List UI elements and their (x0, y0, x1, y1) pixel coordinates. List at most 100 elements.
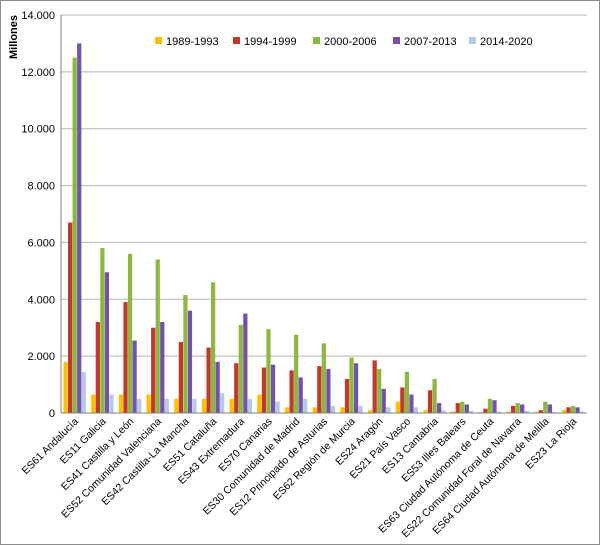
bar-2014-2020 (413, 407, 419, 413)
bar-2007-2013 (464, 404, 469, 413)
bar-2014-2020 (137, 398, 142, 413)
bar-1994-1999 (455, 403, 460, 413)
bar-1994-1999 (178, 341, 184, 413)
bar-2000-2006 (238, 324, 243, 413)
bar-1994-1999 (372, 360, 377, 413)
legend-label: 2007-2013 (404, 36, 457, 48)
bar-2014-2020 (192, 398, 197, 413)
bar-1994-1999 (123, 302, 128, 413)
y-tick-labels: 0 2.000 4.000 6.000 8.000 10.000 12.000 14.000 (21, 10, 55, 420)
bar-1989-1993 (340, 407, 345, 413)
bar-2007-2013 (547, 404, 552, 413)
bar-1989-1993 (506, 411, 511, 413)
bar-1989-1993 (174, 398, 179, 413)
legend-swatch (313, 37, 320, 44)
bar-2007-2013 (132, 340, 137, 413)
axes (60, 15, 587, 414)
bar-1994-1999 (206, 347, 211, 413)
y-tick-label: 8.000 (27, 181, 55, 193)
bar-2007-2013 (492, 400, 497, 413)
bar-2014-2020 (524, 410, 529, 413)
bar-1994-1999 (317, 366, 322, 413)
legend-label: 1989-1993 (166, 36, 219, 48)
bar-2000-2006 (321, 343, 326, 413)
bar-2007-2013 (187, 310, 193, 413)
bar-2000-2006 (543, 401, 548, 413)
bar-2000-2006 (432, 378, 437, 413)
bar-1989-1993 (423, 410, 428, 413)
bar-1989-1993 (146, 394, 151, 413)
bar-2007-2013 (77, 43, 82, 414)
bar-2014-2020 (109, 394, 114, 413)
y-tick-label: 2.000 (27, 351, 55, 363)
bar-2000-2006 (210, 282, 216, 413)
bar-1994-1999 (538, 410, 543, 413)
bar-2014-2020 (164, 398, 169, 413)
legend-swatch (155, 37, 162, 44)
bar-1994-1999 (427, 390, 433, 413)
bar-2000-2006 (404, 371, 410, 413)
bar-2000-2006 (127, 253, 133, 413)
bar-2014-2020 (358, 405, 363, 413)
legend-swatch (469, 37, 476, 44)
bar-2014-2020 (469, 410, 474, 413)
legend-label: 2014-2020 (480, 36, 533, 48)
bar-2000-2006 (72, 57, 77, 414)
bar-1989-1993 (451, 411, 456, 413)
bar-2007-2013 (160, 322, 165, 413)
bar-2007-2013 (298, 377, 303, 413)
y-tick-label: 10.000 (21, 124, 55, 136)
bar-2000-2006 (155, 259, 160, 413)
bar-2014-2020 (247, 398, 252, 413)
bar-1989-1993 (91, 394, 96, 413)
bar-2007-2013 (575, 407, 580, 413)
bar-2007-2013 (270, 364, 276, 413)
bar-2014-2020 (81, 371, 86, 413)
bar-2014-2020 (496, 411, 502, 413)
bar-2000-2006 (515, 403, 520, 413)
bar-2007-2013 (409, 394, 414, 413)
bar-2007-2013 (326, 368, 331, 413)
legend-label: 2000-2006 (324, 36, 377, 48)
bar-2014-2020 (441, 410, 446, 413)
bar-2000-2006 (266, 329, 271, 413)
bar-2000-2006 (183, 295, 188, 413)
y-tick-label: 0 (49, 408, 55, 420)
legend: 1989-1993 1994-1999 2000-2006 2007-2013 2014… (155, 36, 533, 48)
bar-2000-2006 (570, 405, 576, 413)
y-tick-label: 12.000 (21, 67, 55, 79)
legend-label: 1994-1999 (244, 36, 297, 48)
legend-swatch (393, 37, 400, 44)
bar-1994-1999 (261, 367, 267, 413)
bar-2000-2006 (460, 401, 465, 413)
y-tick-label: 6.000 (27, 237, 55, 249)
bar-2007-2013 (215, 361, 220, 413)
legend-swatch (233, 37, 240, 44)
bar-2014-2020 (579, 411, 585, 413)
bar-2007-2013 (520, 404, 525, 413)
bar-1994-1999 (344, 378, 350, 413)
bar-1989-1993 (368, 410, 373, 413)
bar-1989-1993 (229, 398, 234, 413)
bar-1994-1999 (510, 405, 516, 413)
bar-1989-1993 (561, 410, 567, 413)
bar-1994-1999 (151, 327, 156, 413)
bar-1994-1999 (95, 322, 100, 413)
bar-2000-2006 (100, 248, 105, 413)
bar-2007-2013 (243, 313, 248, 413)
bar-2000-2006 (487, 398, 493, 413)
bar-2014-2020 (552, 411, 557, 413)
y-tick-label: 14.000 (21, 10, 55, 22)
bar-1989-1993 (284, 407, 290, 413)
bars (63, 43, 585, 414)
bar-2007-2013 (381, 388, 386, 413)
bar-1989-1993 (63, 361, 68, 413)
bar-2014-2020 (220, 393, 225, 413)
y-axis-label: Millones (8, 15, 20, 59)
bar-2007-2013 (353, 363, 359, 413)
bar-2000-2006 (377, 368, 382, 413)
bar-2014-2020 (330, 405, 336, 413)
